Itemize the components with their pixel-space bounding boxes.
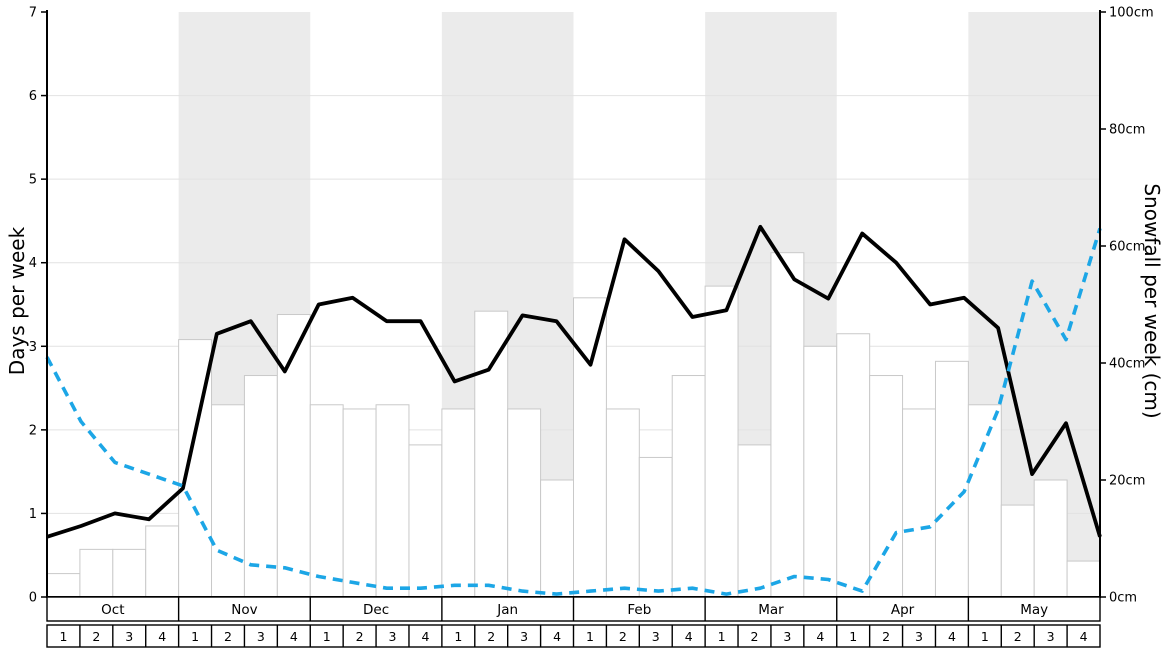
week-number-label: 4 <box>1080 629 1088 644</box>
week-number-label: 1 <box>454 629 462 644</box>
week-number-label: 3 <box>389 629 397 644</box>
month-label: Dec <box>363 602 389 618</box>
weekly-bar <box>803 345 838 598</box>
left-axis-tick-label: 7 <box>29 6 37 21</box>
week-number-label: 2 <box>882 629 890 644</box>
weekly-bar <box>934 360 969 598</box>
weekly-bar <box>1066 560 1101 598</box>
week-number-label: 3 <box>652 629 660 644</box>
right-axis-title: Snowfall per week (cm) <box>1140 183 1164 419</box>
week-number-label: 2 <box>1014 629 1022 644</box>
week-number-label: 2 <box>356 629 364 644</box>
weekly-bar <box>145 525 180 598</box>
week-number-label: 4 <box>816 629 824 644</box>
weekly-bar <box>737 444 772 598</box>
left-axis-tick-label: 6 <box>29 89 37 104</box>
weekly-bar <box>638 456 673 598</box>
weekly-bar <box>276 314 311 598</box>
weekly-bar <box>211 404 245 598</box>
week-number-label: 1 <box>323 629 331 644</box>
weekly-bar <box>671 375 706 598</box>
week-number-label: 2 <box>487 629 495 644</box>
weekly-bar <box>605 408 640 598</box>
weekly-bar <box>375 404 410 598</box>
week-number-label: 4 <box>948 629 956 644</box>
week-number-label: 1 <box>191 629 199 644</box>
week-number-label: 3 <box>783 629 791 644</box>
weekly-bar <box>112 548 147 598</box>
month-label: Mar <box>758 602 784 618</box>
weekly-bar <box>507 408 542 598</box>
week-number-label: 1 <box>59 629 67 644</box>
week-number-label: 2 <box>224 629 232 644</box>
left-axis-tick-label: 2 <box>29 423 37 438</box>
weekly-bar <box>902 408 936 598</box>
weekly-bar <box>474 310 509 598</box>
weekly-bar <box>408 444 443 598</box>
week-number-label: 3 <box>520 629 528 644</box>
week-number-label: 3 <box>257 629 265 644</box>
weekly-bar <box>243 375 278 598</box>
week-number-label: 3 <box>1047 629 1055 644</box>
week-number-label: 1 <box>981 629 989 644</box>
weekly-bar <box>869 375 904 598</box>
month-label: Apr <box>891 602 915 618</box>
weekly-bar <box>573 297 607 598</box>
week-number-label: 4 <box>421 629 429 644</box>
snowfall-per-week-line <box>45 227 1102 596</box>
left-axis-tick-label: 3 <box>29 340 37 355</box>
week-number-label: 4 <box>553 629 561 644</box>
right-axis-tick-label: 20cm <box>1109 474 1145 489</box>
month-label: Oct <box>101 602 124 618</box>
week-number-label: 1 <box>718 629 726 644</box>
weekly-bar <box>342 408 377 598</box>
weekly-bar <box>309 404 344 598</box>
left-axis-tick-label: 1 <box>29 507 37 522</box>
left-axis-tick-label: 5 <box>29 173 37 188</box>
month-label: Nov <box>231 602 257 618</box>
days-per-week-line <box>46 224 1102 539</box>
left-axis-title: Days per week <box>5 226 29 376</box>
week-number-label: 1 <box>849 629 857 644</box>
right-axis-tick-label: 80cm <box>1109 123 1145 138</box>
weekly-bar <box>441 408 476 598</box>
month-label: May <box>1020 602 1048 618</box>
weekly-bar <box>1000 504 1035 598</box>
week-number-label: 4 <box>158 629 166 644</box>
week-number-label: 3 <box>915 629 923 644</box>
right-axis-tick-label: 0cm <box>1109 591 1137 606</box>
month-label: Jan <box>496 602 518 618</box>
month-label: Feb <box>627 602 651 618</box>
weekly-bar <box>46 573 81 598</box>
week-number-label: 2 <box>92 629 100 644</box>
right-axis-tick-label: 40cm <box>1109 357 1145 372</box>
weekly-bar <box>79 548 114 598</box>
week-number-label: 2 <box>619 629 627 644</box>
week-number-label: 3 <box>125 629 133 644</box>
right-axis-tick-label: 100cm <box>1109 6 1154 21</box>
right-axis-tick-label: 60cm <box>1109 240 1145 255</box>
week-number-label: 4 <box>290 629 298 644</box>
weekly-bar <box>836 333 871 598</box>
left-axis-tick-label: 4 <box>29 256 37 271</box>
weekly-bar <box>770 252 805 598</box>
weekly-bar <box>704 285 739 598</box>
weekly-bar <box>1033 479 1068 598</box>
week-number-label: 4 <box>685 629 693 644</box>
weekly-bar <box>540 479 574 598</box>
left-axis-tick-label: 0 <box>29 591 37 606</box>
week-number-label: 1 <box>586 629 594 644</box>
week-number-label: 2 <box>751 629 759 644</box>
weekly-bar <box>967 404 1002 598</box>
